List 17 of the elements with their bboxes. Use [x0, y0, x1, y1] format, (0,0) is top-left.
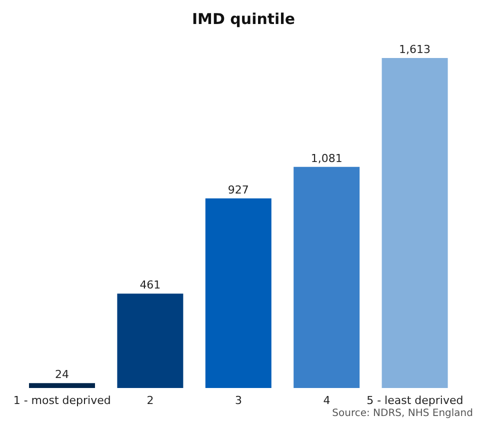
bar — [205, 198, 272, 388]
source-note: Source: NDRS, NHS England — [332, 408, 473, 419]
data-label: 1,081 — [310, 152, 342, 165]
bar — [294, 166, 360, 388]
data-label: 1,613 — [399, 43, 431, 56]
x-tick-label: 4 — [323, 394, 330, 407]
x-tick-label: 2 — [146, 394, 154, 407]
data-label: 461 — [140, 278, 161, 292]
x-tick-label: 3 — [235, 394, 242, 407]
bar — [117, 294, 184, 388]
bar — [29, 383, 95, 388]
data-label: 927 — [228, 183, 249, 196]
bar — [382, 58, 448, 388]
chart-title: IMD quintile — [190, 9, 296, 30]
x-tick-label: 1 - most deprived — [13, 394, 111, 407]
data-label: 24 — [55, 368, 69, 382]
x-tick-label: 5 - least deprived — [366, 394, 464, 407]
